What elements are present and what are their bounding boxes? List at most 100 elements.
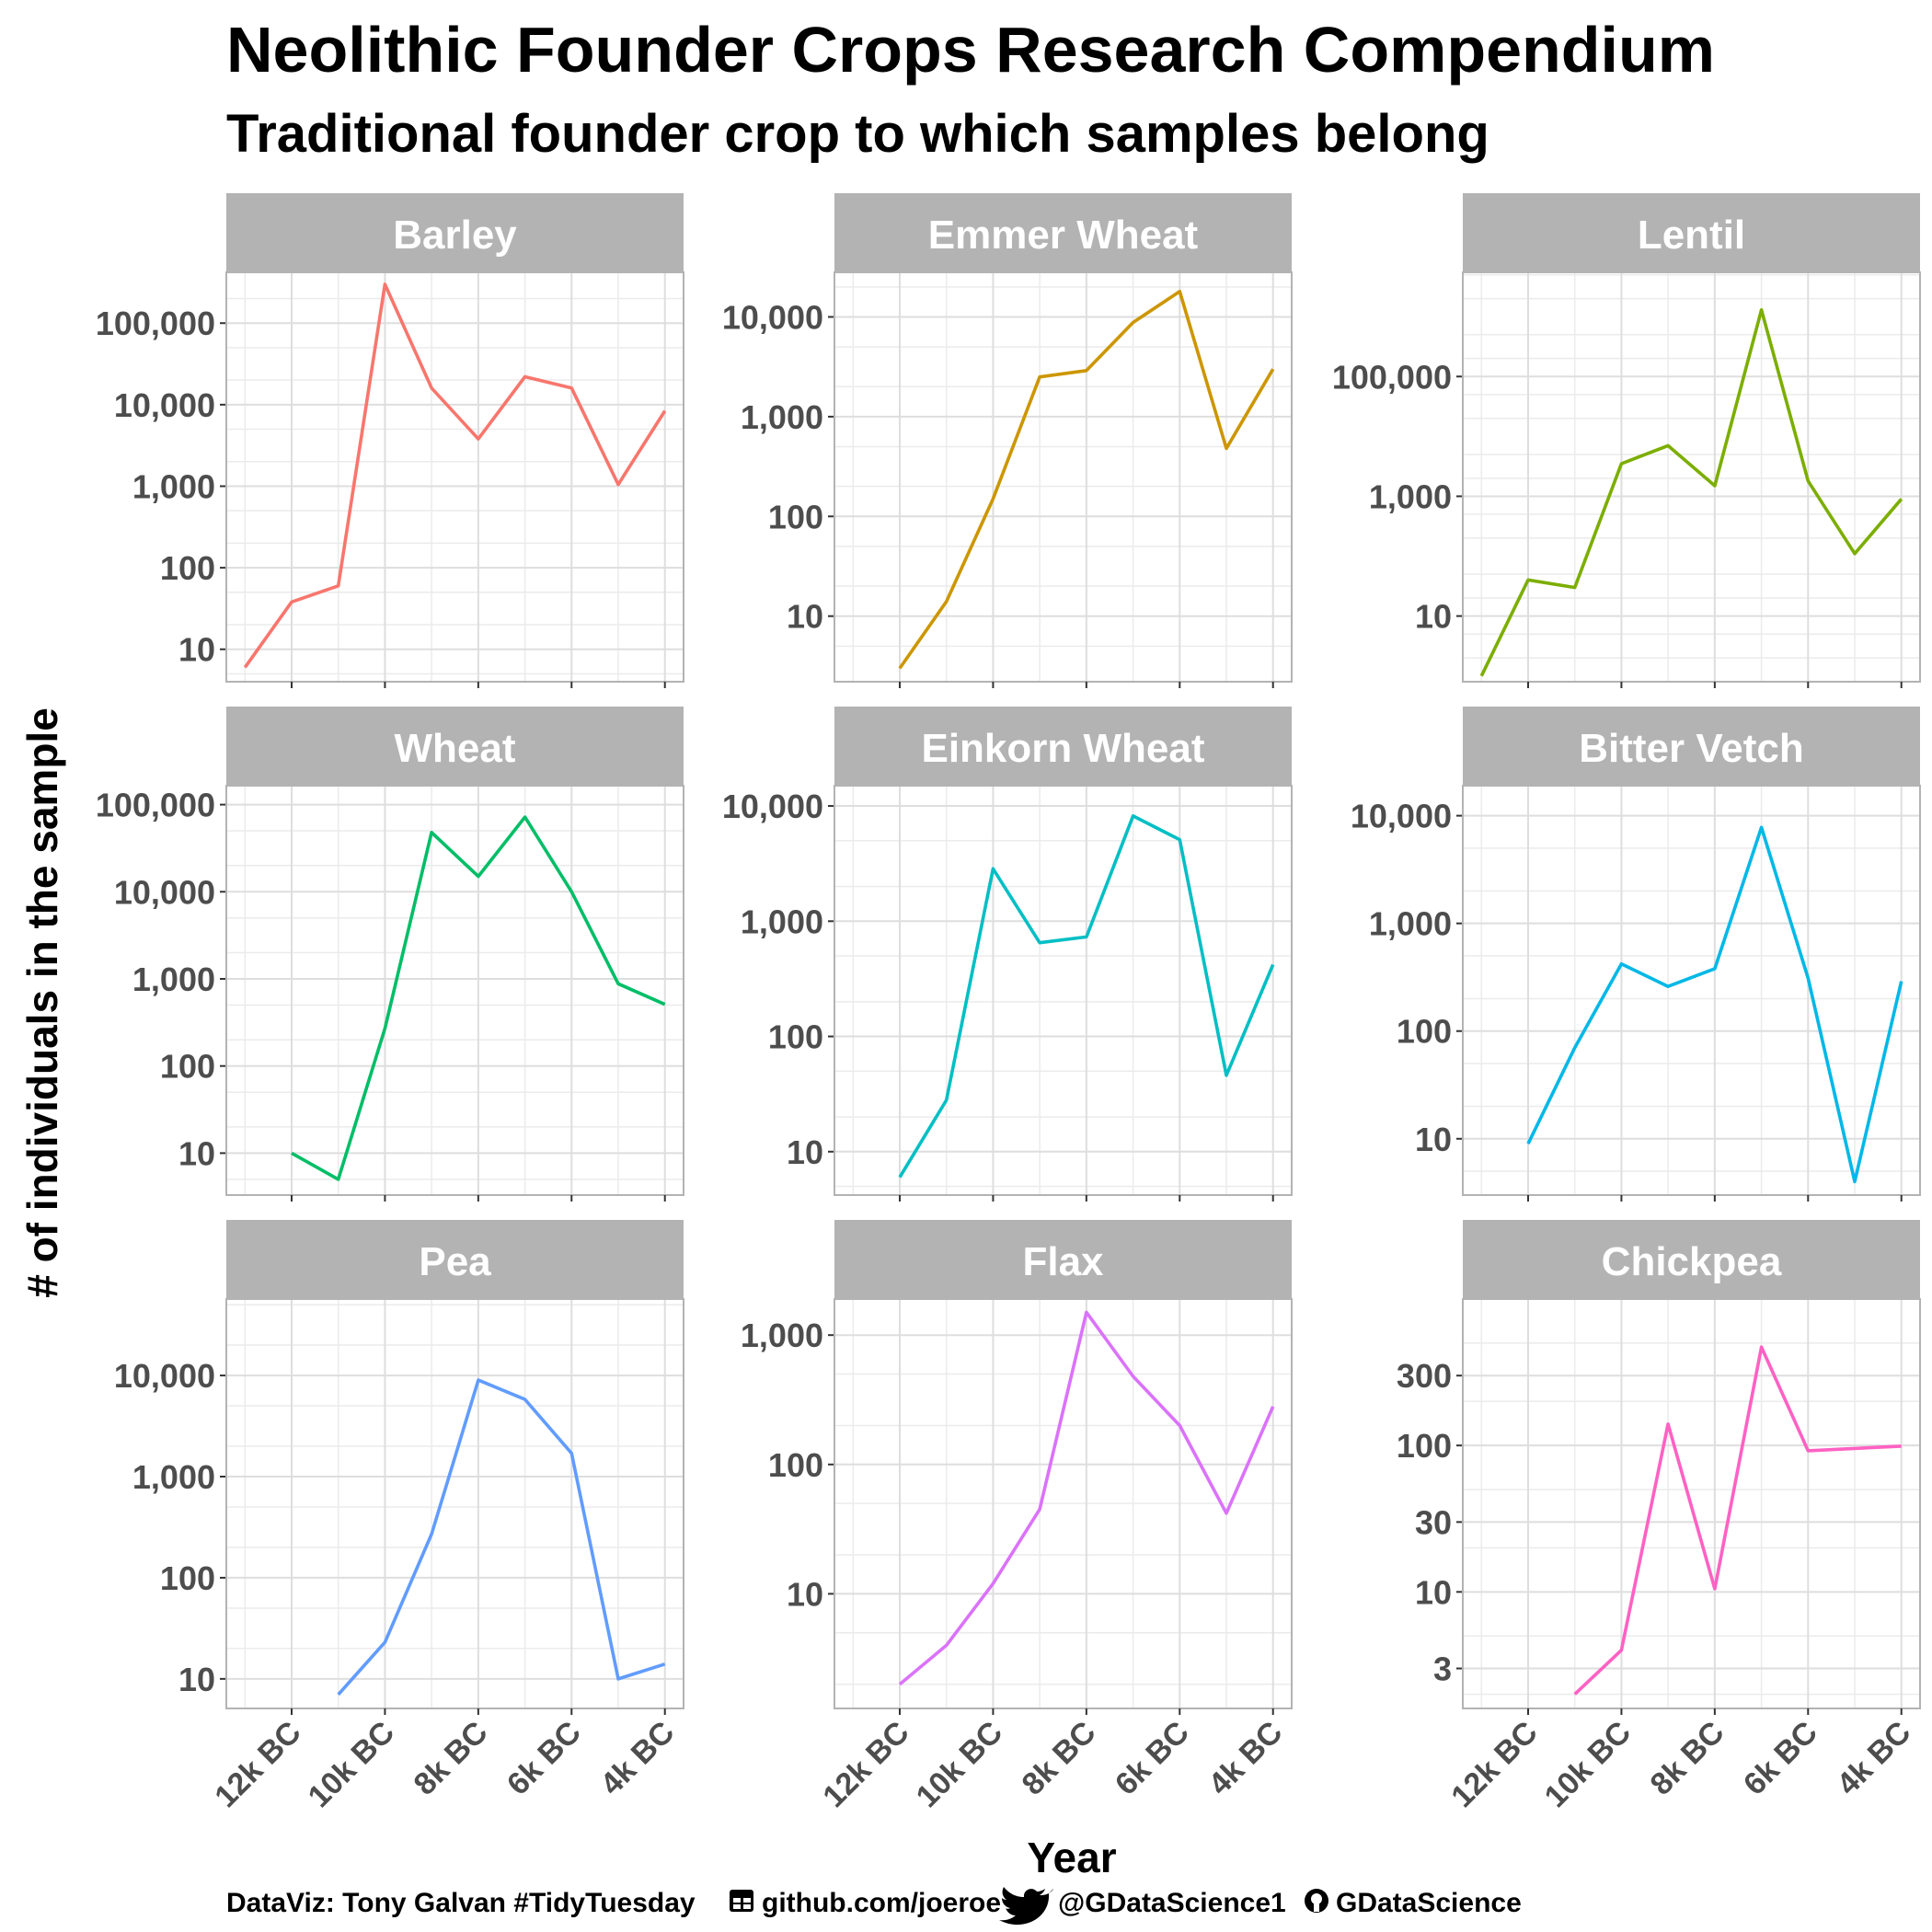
- y-tick-label: 100,000: [96, 305, 215, 342]
- minor-grid-flax: [834, 1299, 1292, 1708]
- chart-title: Neolithic Founder Crops Research Compend…: [226, 14, 1715, 86]
- x-tick-label: 12k BC: [1444, 1715, 1544, 1814]
- panel-barley: Barley 10 100 1,000 10,000 100,000: [96, 193, 684, 688]
- y-tick-label: 10: [787, 598, 823, 636]
- twitter-icon: [999, 1887, 1053, 1926]
- y-tick-label: 1,000: [132, 1458, 215, 1496]
- panel-border-lentil: [1462, 271, 1921, 683]
- chart-subtitle: Traditional founder crop to which sample…: [226, 104, 1489, 164]
- y-tick-label: 1,000: [741, 903, 823, 940]
- y-tick-label: 10: [178, 631, 215, 669]
- major-grid-flax: [834, 1299, 1292, 1708]
- strip-label-barley: Barley: [393, 213, 517, 258]
- panel-border-einkorn-wheat: [834, 785, 1293, 1196]
- y-tick-label: 10: [1415, 598, 1452, 636]
- major-grid-emmer-wheat: [834, 272, 1292, 682]
- panel-border-barley: [225, 271, 684, 683]
- y-tick-label: 1,000: [741, 398, 823, 436]
- strip-label-einkorn-wheat: Einkorn Wheat: [921, 726, 1204, 771]
- panel-bitter-vetch: Bitter Vetch 10 100 1,000 10,000: [1351, 707, 1921, 1202]
- y-tick-label: 3: [1433, 1650, 1452, 1688]
- x-tick-label: 12k BC: [208, 1715, 307, 1814]
- major-grid-chickpea: [1463, 1299, 1920, 1708]
- strip-chickpea: [1463, 1220, 1920, 1299]
- strip-label-wheat: Wheat: [395, 726, 516, 771]
- y-tick-label: 1,000: [1369, 905, 1452, 943]
- y-tick-label: 100: [768, 1446, 823, 1484]
- series-line-chickpea: [1573, 1345, 1902, 1696]
- x-tick-label: 4k BC: [593, 1715, 681, 1802]
- x-tick-label: 10k BC: [1538, 1715, 1638, 1814]
- y-tick-label: 10,000: [114, 1357, 215, 1395]
- strip-label-lentil: Lentil: [1638, 213, 1745, 258]
- panel-emmer-wheat: Emmer Wheat 10 100 1,000 10,000: [722, 193, 1293, 688]
- y-tick-label: 10,000: [1351, 798, 1452, 835]
- y-tick-label: 30: [1415, 1503, 1452, 1541]
- y-tick-label: 100: [768, 498, 823, 535]
- major-grid-pea: [226, 1299, 684, 1708]
- panel-einkorn-wheat: Einkorn Wheat 10 100 1,000 10,000: [722, 707, 1293, 1202]
- minor-grid-einkorn-wheat: [834, 786, 1292, 1195]
- minor-grid-wheat: [226, 786, 684, 1195]
- github-icon: [1305, 1889, 1328, 1913]
- x-tick-label: 6k BC: [1109, 1715, 1196, 1802]
- y-tick-label: 10: [787, 1133, 823, 1171]
- x-tick-label: 4k BC: [1830, 1715, 1917, 1802]
- strip-flax: [834, 1220, 1292, 1299]
- minor-grid-lentil: [1463, 272, 1920, 682]
- major-grid-einkorn-wheat: [834, 786, 1292, 1195]
- x-axis-title: Year: [1027, 1834, 1116, 1881]
- y-tick-label: 100: [768, 1018, 823, 1056]
- strip-lentil: [1463, 193, 1920, 272]
- panel-wheat: Wheat 10 100 1,000 10,000 100,000: [96, 707, 684, 1202]
- strip-bitter-vetch: [1463, 707, 1920, 786]
- x-tick-label: 8k BC: [1015, 1715, 1102, 1802]
- caption-credit: DataViz: Tony Galvan #TidyTuesday: [226, 1888, 696, 1918]
- x-tick-label: 8k BC: [407, 1715, 494, 1802]
- major-grid-wheat: [226, 786, 684, 1195]
- panel-border-chickpea: [1462, 1298, 1921, 1709]
- series-line-lentil: [1479, 307, 1903, 677]
- caption-github-user: GDataScience: [1336, 1888, 1522, 1918]
- y-tick-label: 1,000: [741, 1317, 823, 1354]
- y-axis-title: # of individuals in the sample: [18, 707, 66, 1298]
- series-line-barley: [243, 282, 667, 669]
- y-tick-label: 10,000: [114, 873, 215, 911]
- major-grid-barley: [226, 272, 684, 682]
- y-tick-label: 10: [1415, 1121, 1452, 1158]
- y-tick-label: 100: [1397, 1427, 1452, 1465]
- strip-label-bitter-vetch: Bitter Vetch: [1579, 726, 1804, 771]
- strip-label-chickpea: Chickpea: [1602, 1239, 1782, 1284]
- y-tick-label: 100: [160, 1559, 215, 1597]
- caption: DataViz: Tony Galvan #TidyTuesday github…: [226, 1887, 1522, 1926]
- y-tick-label: 10: [178, 1134, 215, 1172]
- x-tick-label: 4k BC: [1202, 1715, 1289, 1802]
- panel-border-bitter-vetch: [1462, 785, 1921, 1196]
- panel-border-pea: [225, 1298, 684, 1709]
- minor-grid-emmer-wheat: [834, 272, 1292, 682]
- x-tick-label: 8k BC: [1643, 1715, 1731, 1802]
- panel-border-emmer-wheat: [834, 271, 1293, 683]
- strip-label-pea: Pea: [419, 1239, 491, 1284]
- series-line-emmer-wheat: [898, 289, 1275, 670]
- strip-barley: [226, 193, 684, 272]
- minor-grid-pea: [226, 1299, 684, 1708]
- y-tick-label: 100: [160, 1048, 215, 1086]
- caption-github-data: github.com/joeroe: [762, 1888, 1001, 1918]
- strip-einkorn-wheat: [834, 707, 1292, 786]
- strip-emmer-wheat: [834, 193, 1292, 272]
- y-tick-label: 10: [178, 1661, 215, 1698]
- panels: Barley 10 100 1,000 10,000 100,000 Emmer Wheat…: [96, 193, 1921, 1814]
- y-tick-label: 1,000: [1369, 477, 1452, 515]
- series-line-bitter-vetch: [1526, 825, 1903, 1184]
- y-tick-label: 1,000: [132, 960, 215, 998]
- strip-pea: [226, 1220, 684, 1299]
- panel-border-flax: [834, 1298, 1293, 1709]
- series-line-wheat: [291, 815, 666, 1181]
- y-tick-label: 1,000: [132, 467, 215, 505]
- series-line-flax: [898, 1310, 1275, 1686]
- y-tick-label: 100,000: [1332, 358, 1452, 396]
